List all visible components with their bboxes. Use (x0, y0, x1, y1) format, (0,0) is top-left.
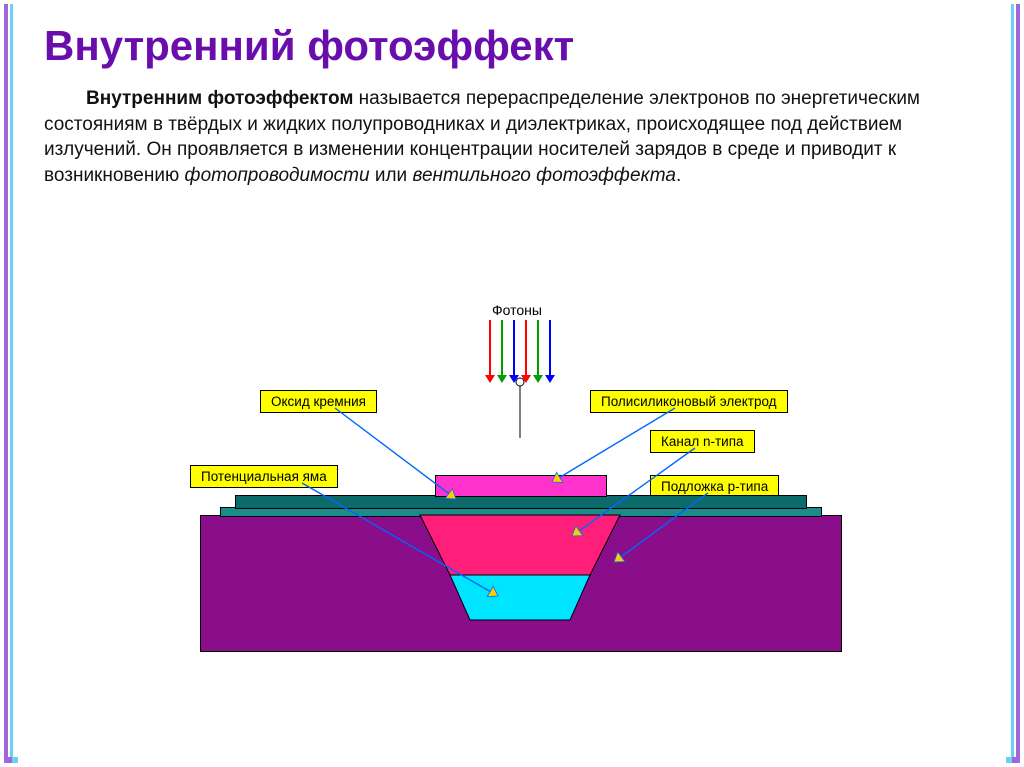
frame-bar (4, 4, 8, 763)
slide: Внутренний фотоэффект Внутренним фотоэфф… (0, 0, 1024, 767)
body-text: . (676, 165, 681, 186)
frame-bar (4, 757, 1020, 763)
diagram: Фотоны Оксид кремния Полисиликоновый эле… (120, 300, 900, 720)
body-italic: фотопроводимости (185, 165, 370, 186)
slide-body: Внутренним фотоэффектом называется перер… (44, 86, 980, 189)
frame-bar (10, 4, 13, 763)
body-text: или (370, 165, 413, 186)
body-bold: Внутренним фотоэффектом (86, 88, 353, 109)
frame-bar (1011, 4, 1014, 763)
slide-title: Внутренний фотоэффект (44, 22, 574, 70)
frame-bar (1016, 4, 1020, 763)
body-italic: вентильного фотоэффекта (412, 165, 676, 186)
diagram-svg (120, 300, 900, 720)
